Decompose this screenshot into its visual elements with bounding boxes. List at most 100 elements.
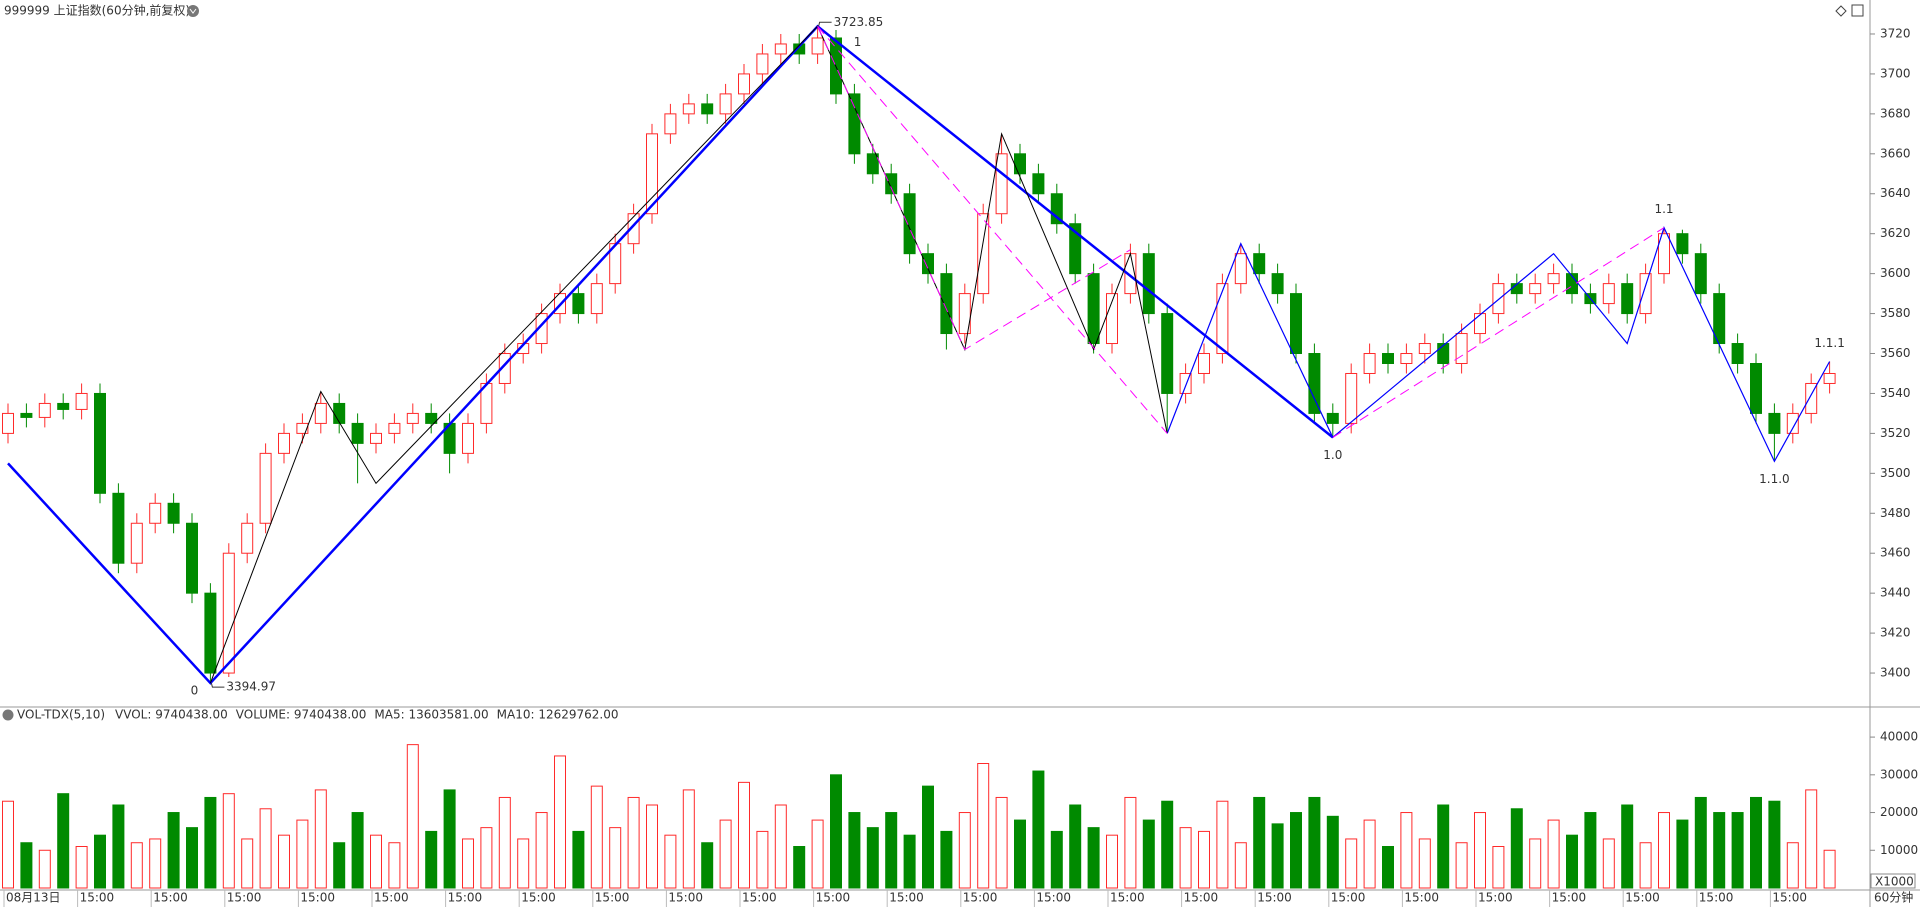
volume-bar — [1621, 804, 1634, 889]
volume-bar — [535, 812, 548, 889]
volume-bar — [646, 804, 658, 889]
volume-bar — [480, 827, 493, 889]
unit-box — [1870, 873, 1916, 889]
wave-line — [817, 25, 1168, 434]
x-tick-label: 15:00 — [300, 891, 335, 905]
unit-label: X1000 — [1875, 875, 1914, 889]
volume-bar — [756, 830, 769, 889]
candle-body — [1694, 253, 1707, 295]
volume-bar — [498, 796, 511, 889]
volume-bar — [590, 785, 603, 889]
volume-bar — [701, 842, 714, 889]
candle-body — [1474, 313, 1486, 335]
volume-bar — [186, 827, 198, 889]
volume-bar — [1437, 804, 1450, 889]
x-tick-label: 15:00 — [1699, 891, 1734, 905]
volume-bar — [738, 781, 750, 889]
panel-icon[interactable] — [1851, 4, 1864, 17]
candle-body — [1492, 283, 1505, 315]
x-tick-label: 15:00 — [80, 891, 115, 905]
candle-body — [1786, 412, 1799, 434]
volume-bar — [774, 804, 787, 889]
legend-entry: MA10: 12629762.00 — [497, 708, 619, 722]
toggle-icon[interactable] — [1835, 5, 1847, 17]
menu-icon[interactable] — [187, 5, 199, 17]
indicator-menu-icon[interactable] — [2, 709, 14, 721]
candle-body — [903, 193, 916, 255]
candle-body — [1326, 412, 1339, 424]
y-tick-label: 30000 — [1880, 767, 1918, 781]
volume-bar — [296, 819, 309, 889]
volume-bar — [1474, 812, 1486, 889]
volume-bar — [370, 834, 382, 889]
volume-bar — [1750, 796, 1762, 889]
candle-body — [1529, 283, 1542, 295]
candle-body — [1142, 253, 1155, 315]
candle-body — [370, 432, 382, 444]
candle-body — [167, 502, 180, 524]
x-tick-label: 15:00 — [227, 891, 262, 905]
volume-bar — [866, 827, 879, 889]
volume-bar — [1087, 827, 1100, 889]
volume-bar — [811, 819, 824, 889]
volume-bar — [1786, 842, 1799, 889]
candle-body — [1308, 353, 1321, 414]
candle-body — [498, 353, 511, 384]
candle-body — [1510, 283, 1523, 295]
x-tick-label: 15:00 — [1036, 891, 1071, 905]
volume-bar — [1032, 770, 1045, 889]
volume-bar — [1713, 812, 1726, 889]
candle-body — [2, 412, 14, 434]
volume-bar — [75, 846, 88, 889]
volume-bar — [664, 834, 677, 889]
volume-bar — [351, 812, 364, 889]
volume-bar — [149, 838, 162, 889]
volume-bar — [1639, 842, 1652, 889]
volume-bar — [2, 800, 14, 889]
volume-bar — [1529, 838, 1542, 889]
candle-body — [462, 422, 474, 454]
volume-bar — [1823, 849, 1836, 889]
candle-body — [1087, 273, 1100, 345]
wave-label: 1.0 — [1323, 448, 1342, 462]
candle-body — [664, 113, 677, 135]
candle-body — [793, 43, 806, 55]
candle-body — [1014, 153, 1026, 175]
candle-body — [627, 213, 640, 245]
candle-body — [738, 73, 750, 95]
volume-bar — [1124, 796, 1137, 889]
volume-bar — [1602, 838, 1615, 889]
x-tick-label: 15:00 — [1110, 891, 1145, 905]
volume-bar — [517, 838, 530, 889]
candle-body — [1363, 353, 1376, 374]
candle-body — [958, 293, 971, 335]
volume-bar — [1345, 838, 1358, 889]
candle-body — [388, 422, 401, 434]
candle-body — [1032, 173, 1045, 195]
wave-line — [7, 24, 1334, 685]
volume-bar — [1510, 808, 1523, 889]
candle-body — [1050, 193, 1063, 225]
volume-bar — [682, 789, 695, 889]
volume-bar — [1290, 812, 1302, 889]
volume-bar — [922, 785, 934, 889]
candle-body — [1437, 343, 1450, 364]
candle-body — [646, 133, 658, 215]
candle-body — [112, 492, 125, 564]
y-tick-label: 3420 — [1880, 626, 1911, 640]
volume-bar — [1216, 800, 1229, 889]
candle-body — [406, 412, 419, 424]
candle-body — [1382, 353, 1394, 364]
y-tick-label: 3520 — [1880, 426, 1911, 440]
x-tick-label: 08月13日 — [6, 891, 61, 905]
x-tick-label: 15:00 — [1331, 891, 1366, 905]
wave-label: 0 — [191, 684, 199, 698]
volume-bar — [1142, 819, 1155, 889]
candle-body — [1198, 353, 1210, 374]
volume-bar — [443, 789, 456, 889]
candle-body — [572, 293, 585, 315]
volume-bar — [885, 812, 898, 889]
candle-body — [1418, 343, 1431, 355]
